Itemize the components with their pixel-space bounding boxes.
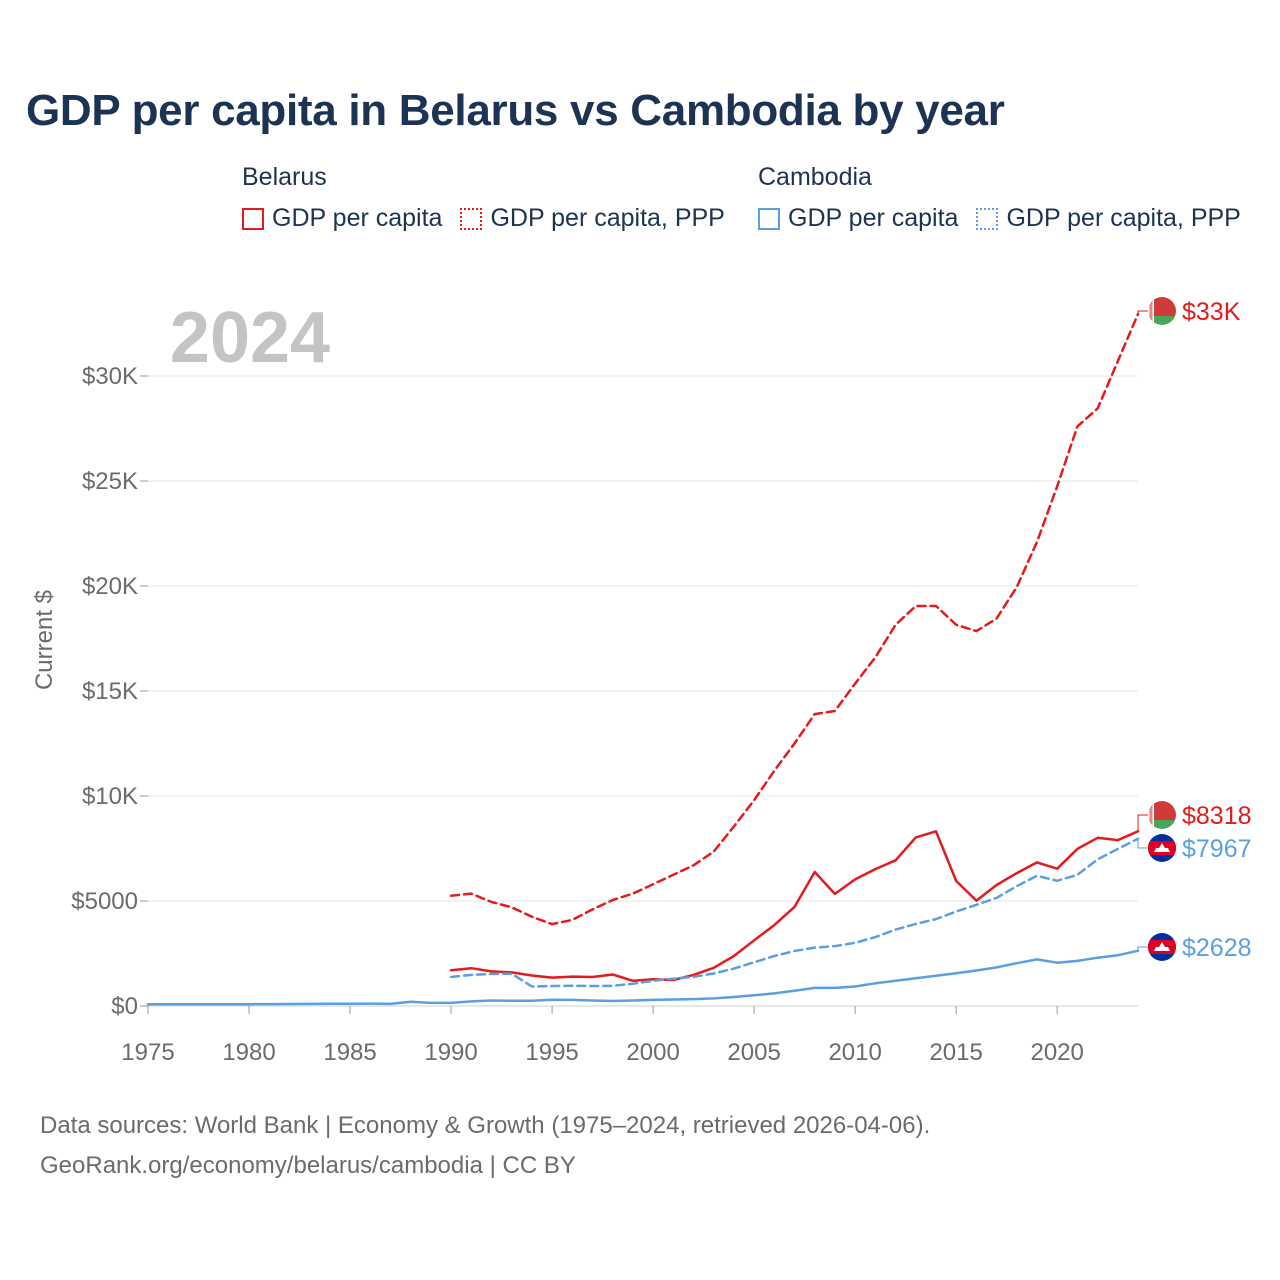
flag-ornament-pattern <box>1149 803 1153 827</box>
y-tick-label: $0 <box>111 993 138 1020</box>
legend-swatch-solid <box>758 207 780 230</box>
legend-item-belarus-gdp[interactable]: GDP per capita <box>242 204 442 233</box>
x-tick-label: 1995 <box>525 1039 578 1066</box>
chart-title: GDP per capita in Belarus vs Cambodia by… <box>26 86 1005 135</box>
y-tick-label: $15K <box>82 678 138 705</box>
x-tick-label: 2000 <box>626 1039 679 1066</box>
series-end-label: $2628 <box>1182 934 1252 962</box>
series-line <box>146 949 1140 1006</box>
gridlines <box>148 375 1138 1007</box>
legend-group-title: Belarus <box>242 163 327 191</box>
legend-swatch-solid <box>242 207 264 230</box>
y-tick-label: $30K <box>82 363 138 390</box>
legend-group-title: Cambodia <box>758 163 872 191</box>
x-tick-label: 2005 <box>727 1039 780 1066</box>
series-line <box>449 312 1140 926</box>
flag-fill <box>1148 933 1176 961</box>
flag-stripe-red <box>1148 801 1176 820</box>
source-note: Data sources: World Bank | Economy & Gro… <box>40 1106 930 1186</box>
flag-temple <box>1154 942 1170 951</box>
leader-line <box>1137 814 1148 832</box>
x-tick-label: 1975 <box>121 1039 174 1066</box>
leader-line <box>1137 838 1148 849</box>
source-line: GeoRank.org/economy/belarus/cambodia | C… <box>40 1152 576 1179</box>
flag-fill <box>1148 297 1176 325</box>
source-line: Data sources: World Bank | Economy & Gro… <box>40 1112 931 1139</box>
legend-label: GDP per capita, PPP <box>1006 204 1241 232</box>
flag-stripe-red <box>1148 297 1176 316</box>
flag-stripe-green <box>1148 316 1176 325</box>
series-end-label: $7967 <box>1182 835 1252 863</box>
x-tick-label: 1980 <box>222 1039 275 1066</box>
legend-group-belarus: Belarus GDP per capita GDP per capita, P… <box>242 160 725 233</box>
legend-item-cambodia-gdp[interactable]: GDP per capita <box>758 204 958 233</box>
leader-line <box>1137 946 1148 951</box>
x-tick-label: 2020 <box>1030 1039 1083 1066</box>
leader-line <box>1137 310 1148 315</box>
legend-label: GDP per capita <box>272 204 443 232</box>
x-tick-label: 1985 <box>323 1039 376 1066</box>
x-tick-label: 2015 <box>929 1039 982 1066</box>
flag-ornament-pattern <box>1149 299 1153 323</box>
series-line <box>449 837 1140 988</box>
y-tick-label: $20K <box>82 573 138 600</box>
series-line <box>449 830 1140 983</box>
flag-fill <box>1148 801 1176 829</box>
flag-temple <box>1154 843 1170 852</box>
year-watermark: 2024 <box>170 298 330 378</box>
x-tick-label: 1990 <box>424 1039 477 1066</box>
flag-cambodia-icon <box>1148 834 1176 862</box>
legend-label: GDP per capita <box>788 204 959 232</box>
series-end-label: $8318 <box>1182 802 1252 830</box>
legend-item-cambodia-gdp-ppp[interactable]: GDP per capita, PPP <box>976 204 1241 233</box>
legend-label: GDP per capita, PPP <box>490 204 725 232</box>
flag-cambodia-icon <box>1148 933 1176 961</box>
series-lines <box>146 312 1140 1006</box>
y-tick-label: $25K <box>82 468 138 495</box>
axes: $0 $5000 $10K $15K $20K $25K $30K 1975 1980 1985 1… <box>31 363 1084 1066</box>
legend-group-cambodia: Cambodia GDP per capita GDP per capita, … <box>758 160 1241 233</box>
y-tick-label: $5000 <box>71 888 138 915</box>
legend-item-belarus-gdp-ppp[interactable]: GDP per capita, PPP <box>460 204 725 233</box>
flag-stripe-green <box>1148 820 1176 829</box>
legend-swatch-dotted <box>460 207 483 230</box>
flag-belarus-icon <box>1148 801 1176 829</box>
flag-fill <box>1148 834 1176 862</box>
flag-belarus-icon <box>1148 297 1176 325</box>
legend-swatch-dotted <box>976 207 999 230</box>
series-end-label: $33K <box>1182 298 1241 326</box>
y-tick-label: $10K <box>82 783 138 810</box>
x-tick-label: 2010 <box>828 1039 881 1066</box>
y-axis-label: Current $ <box>31 590 58 690</box>
end-labels: $33K $8318 $7967 $2628 <box>1137 297 1252 962</box>
